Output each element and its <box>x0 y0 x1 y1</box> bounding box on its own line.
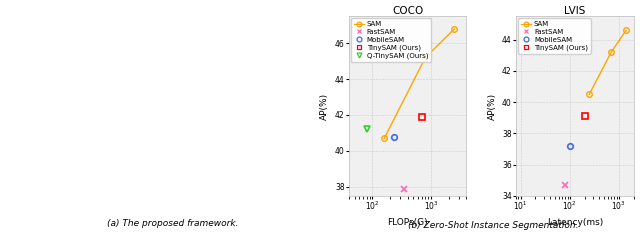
Legend: SAM, FastSAM, MobileSAM, TinySAM (Ours): SAM, FastSAM, MobileSAM, TinySAM (Ours) <box>518 18 591 54</box>
Title: LVIS: LVIS <box>564 6 586 16</box>
Title: COCO: COCO <box>392 6 423 16</box>
Legend: SAM, FastSAM, MobileSAM, TinySAM (Ours), Q-TinySAM (Ours): SAM, FastSAM, MobileSAM, TinySAM (Ours),… <box>351 18 431 62</box>
Y-axis label: AP(%): AP(%) <box>488 93 497 120</box>
Text: (b) Zero-Shot Instance Segmentation.: (b) Zero-Shot Instance Segmentation. <box>408 221 578 230</box>
X-axis label: Latency(ms): Latency(ms) <box>547 218 603 227</box>
Text: (a) The proposed framework.: (a) The proposed framework. <box>107 219 239 228</box>
Y-axis label: AP(%): AP(%) <box>321 93 330 120</box>
X-axis label: FLOPs(G): FLOPs(G) <box>387 218 428 227</box>
